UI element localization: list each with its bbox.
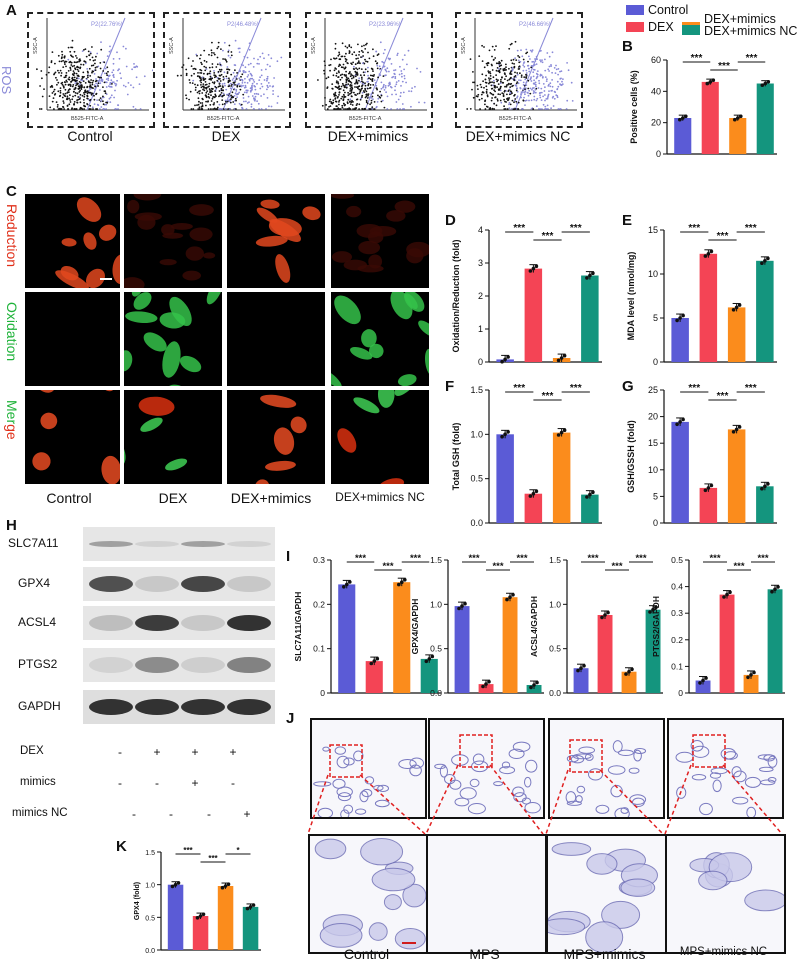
zoom-connector-line	[665, 765, 691, 834]
zoom-connector-line	[308, 775, 328, 834]
zoom-connector-line	[360, 775, 425, 834]
zoom-connector-line	[426, 765, 458, 834]
zoom-connector-line	[490, 765, 543, 834]
zoom-connector-line	[600, 770, 663, 834]
zoom-connector-line	[546, 770, 568, 834]
zoom-connector-line	[723, 765, 782, 834]
